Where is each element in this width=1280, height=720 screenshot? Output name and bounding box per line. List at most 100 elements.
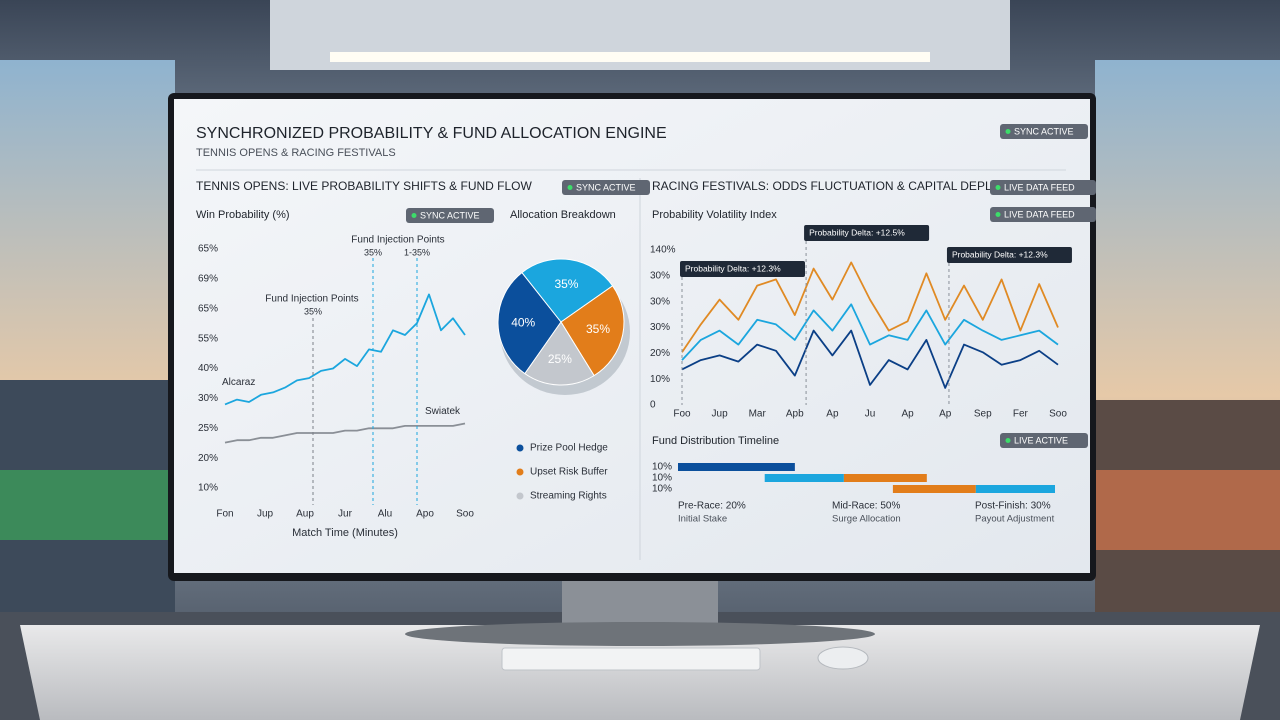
race-track [1095,470,1280,550]
row-label: 10% [652,473,672,484]
x-tick-label: Aup [296,509,314,520]
status-badge [1000,433,1088,448]
annotation-value: 1-35% [404,247,430,257]
pie-slice [524,321,595,386]
y-tick-label: 30% [650,296,670,307]
phase-note: Payout Adjustment [975,514,1055,525]
annotation-box [804,225,930,241]
annotation-text: Fund Injection Points [265,294,358,305]
y-tick-label: 30% [650,322,670,333]
x-tick-label: Apo [416,509,434,520]
series-label: Swiatek [425,406,461,417]
timeline-bar [892,485,976,493]
screen [174,99,1090,573]
panel-title: RACING FESTIVALS: ODDS FLUCTUATION & CAP… [652,179,1044,193]
status-badge [990,180,1096,195]
pie-slice [497,271,562,375]
status-dot [995,212,1001,217]
series-line [681,261,1059,353]
y-tick-label: 65% [198,303,218,314]
series-line [681,329,1059,389]
annotation-value: 35% [304,306,322,316]
status-dot [1005,129,1011,134]
y-tick-label: 10% [650,374,670,385]
series-line [224,422,466,444]
y-tick-label: 30% [198,393,218,404]
y-tick-label: 55% [198,333,218,344]
status-dot [995,185,1001,190]
phase-note: Initial Stake [678,514,727,525]
y-tick-label: 40% [198,363,218,374]
x-tick-label: Alu [378,509,392,520]
y-tick-label: 69% [198,274,218,285]
mouse [817,646,869,670]
annotation-text: Probability Delta: +12.3% [952,249,1048,259]
status-badge [406,208,494,223]
dashboard-title: SYNCHRONIZED PROBABILITY & FUND ALLOCATI… [196,125,667,142]
status-badge-label: SYNC ACTIVE [1014,126,1074,136]
legend-label: Streaming Rights [530,491,607,502]
series-label: Alcaraz [222,377,255,388]
timeline-bar [975,485,1055,493]
row-label: 10% [652,484,672,495]
chart-title: Allocation Breakdown [510,209,616,221]
annotation-text: Fund Injection Points [351,235,444,246]
annotation-text: Probability Delta: +12.3% [685,263,781,273]
timeline-bar [843,474,927,482]
pie-value-label: 40% [511,315,535,329]
legend-swatch [516,468,524,476]
series-line [224,293,466,406]
status-badge-label: LIVE DATA FEED [1004,209,1075,219]
timeline-bar [764,474,844,482]
x-tick-label: Ap [901,409,914,420]
pie-value-label: 35% [586,322,610,336]
keyboard [501,647,761,671]
phase-label: Pre-Race: 20% [678,501,746,512]
x-tick-label: Ju [865,409,876,420]
legend-swatch [516,444,524,452]
x-tick-label: Jup [257,509,274,520]
pie-slice [521,258,614,323]
status-badge [562,180,650,195]
x-axis-label: Match Time (Minutes) [292,527,398,539]
phase-label: Mid-Race: 50% [832,501,900,512]
desk [20,625,1260,720]
x-tick-label: Jur [338,509,353,520]
phase-note: Surge Allocation [832,514,901,525]
pie-slice [560,285,625,377]
chart-title: Fund Distribution Timeline [652,435,779,447]
x-tick-label: Foo [673,409,691,420]
x-tick-label: Ap [939,409,952,420]
x-tick-label: Mar [749,409,767,420]
x-tick-label: Fer [1013,409,1029,420]
y-tick-label: 30% [650,270,670,281]
chart-title: Probability Volatility Index [652,209,777,221]
y-tick-label: 20% [650,348,670,359]
y-tick-label: 140% [650,245,676,256]
status-badge [1000,124,1088,139]
y-tick-label: 10% [198,483,218,494]
status-badge-label: SYNC ACTIVE [420,210,480,220]
ceiling-light [330,52,930,62]
legend-label: Upset Risk Buffer [530,467,608,478]
x-tick-label: Ap [826,409,839,420]
stand-neck [562,578,718,628]
annotation-box [680,261,805,277]
status-dot [411,213,417,218]
pie-value-label: 25% [548,352,572,366]
status-dot [567,185,573,190]
y-tick-label: 0 [650,400,656,411]
phase-label: Post-Finish: 30% [975,501,1051,512]
x-tick-label: Sep [974,409,992,420]
legend-label: Prize Pool Hedge [530,443,608,454]
y-tick-label: 20% [198,453,218,464]
tennis-court [0,470,175,540]
panel-title: TENNIS OPENS: LIVE PROBABILITY SHIFTS & … [196,179,533,193]
annotation-value: 35% [364,247,382,257]
x-tick-label: Jup [712,409,729,420]
x-tick-label: Fon [216,509,233,520]
annotation-text: Probability Delta: +12.5% [809,227,905,237]
series-line [681,303,1059,361]
